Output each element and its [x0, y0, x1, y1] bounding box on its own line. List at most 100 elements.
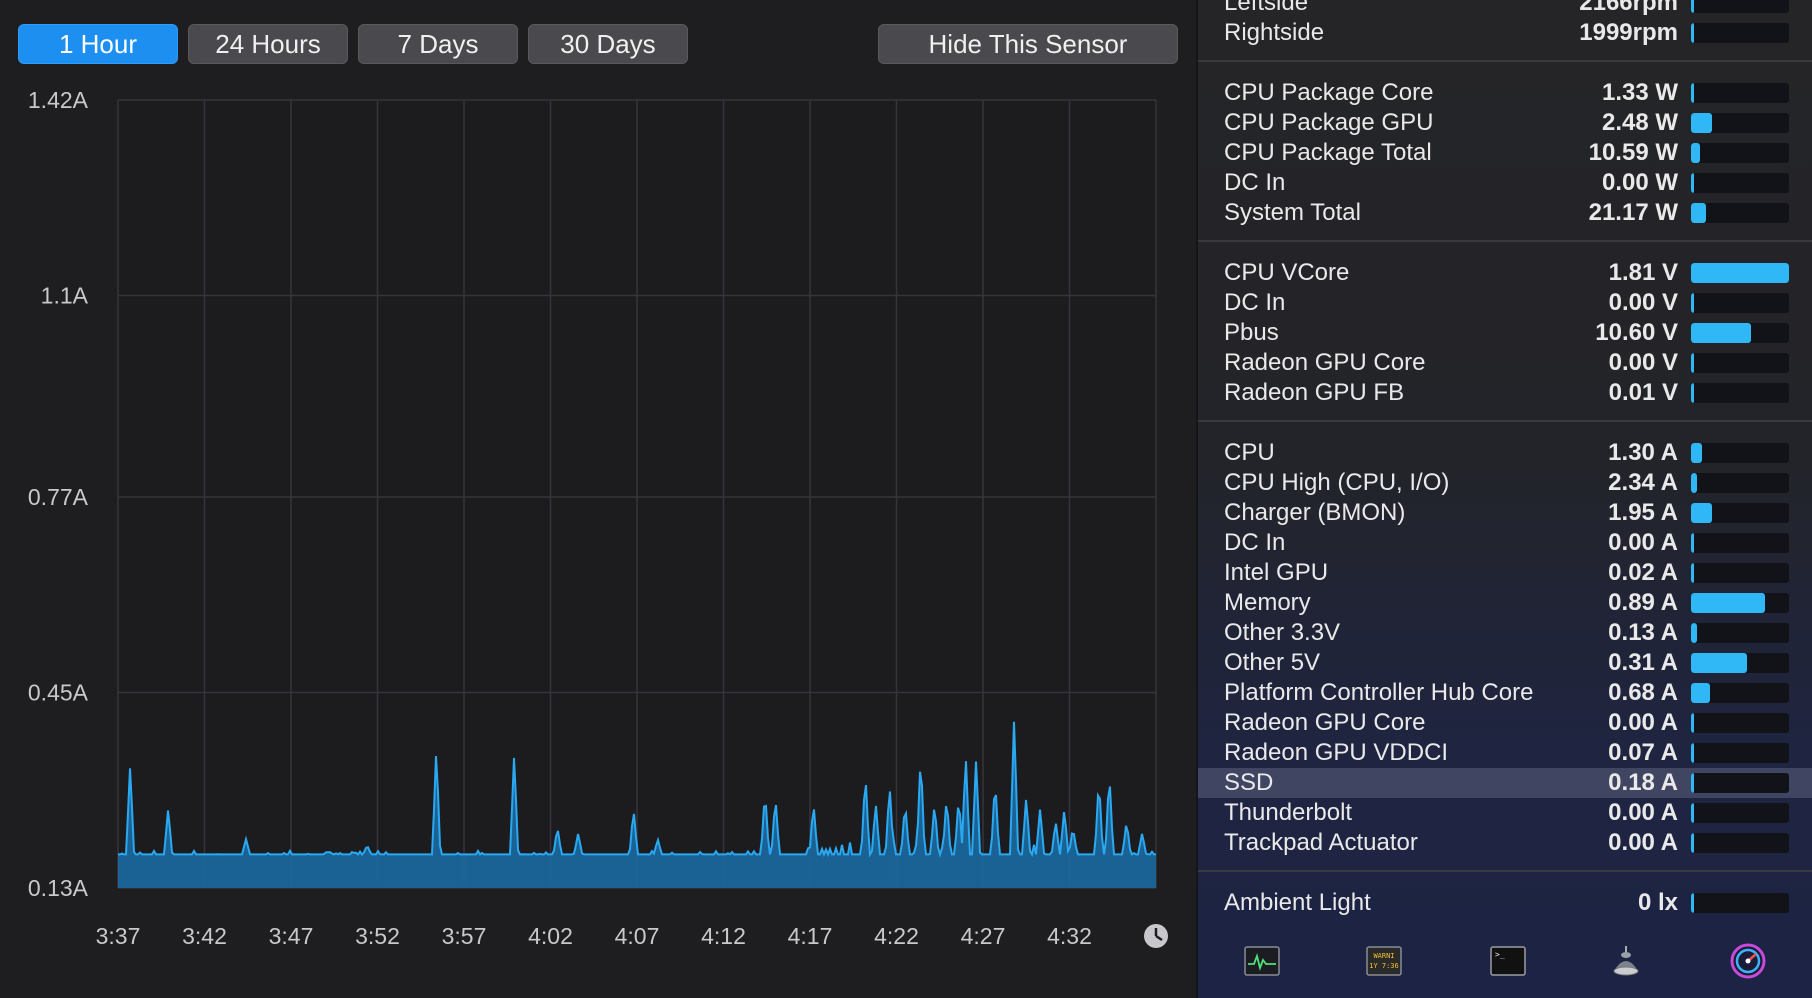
hide-sensor-button[interactable]: Hide This Sensor: [878, 24, 1178, 64]
x-tick-label: 4:07: [615, 923, 660, 949]
sensor-row[interactable]: Rightside 1999rpm: [1198, 18, 1812, 48]
sensor-label: Radeon GPU VDDCI: [1224, 739, 1449, 766]
sensor-label: Trackpad Actuator: [1224, 829, 1418, 856]
sensor-level-fill: [1691, 713, 1694, 733]
group-divider: [1198, 420, 1812, 422]
sensor-level-fill: [1691, 293, 1694, 313]
sensor-level-bar: [1691, 833, 1789, 853]
console-icon[interactable]: WARNI 1Y 7:36: [1364, 944, 1404, 978]
range-7-days-button[interactable]: 7 Days: [358, 24, 518, 64]
sensor-level-fill: [1691, 503, 1712, 523]
sensor-row[interactable]: Other 5V 0.31 A: [1198, 648, 1812, 678]
sensor-row[interactable]: Platform Controller Hub Core 0.68 A: [1198, 678, 1812, 708]
sensor-value: 0 lx: [1637, 889, 1678, 916]
sensor-value: 0.01 V: [1608, 379, 1678, 406]
x-tick-label: 3:42: [182, 923, 227, 949]
sensor-label: CPU Package GPU: [1224, 109, 1434, 136]
range-24-hours-button[interactable]: 24 Hours: [188, 24, 348, 64]
sensor-row[interactable]: Pbus 10.60 V: [1198, 318, 1812, 348]
sensor-row[interactable]: Intel GPU 0.02 A: [1198, 558, 1812, 588]
sensor-level-bar: [1691, 503, 1789, 523]
y-tick-label: 0.77A: [28, 484, 89, 510]
sensor-row[interactable]: CPU VCore 1.81 V: [1198, 258, 1812, 288]
sensor-row[interactable]: CPU High (CPU, I/O) 2.34 A: [1198, 468, 1812, 498]
sensor-value: 2.48 W: [1601, 109, 1678, 136]
sensor-row[interactable]: Charger (BMON) 1.95 A: [1198, 498, 1812, 528]
clock-icon[interactable]: [1144, 924, 1168, 948]
sensor-row[interactable]: Trackpad Actuator 0.00 A: [1198, 828, 1812, 858]
sensor-label: Leftside: [1224, 0, 1309, 16]
x-tick-label: 4:02: [528, 923, 573, 949]
y-tick-label: 1.1A: [41, 282, 89, 308]
group-divider: [1198, 60, 1812, 62]
sensor-row[interactable]: Thunderbolt 0.00 A: [1198, 798, 1812, 828]
sensor-row[interactable]: Ambient Light 0 lx: [1198, 888, 1812, 918]
activity-monitor-icon[interactable]: [1242, 944, 1282, 978]
sensor-row[interactable]: Memory 0.89 A: [1198, 588, 1812, 618]
sensor-label: Other 5V: [1224, 649, 1321, 676]
sensor-label: DC In: [1224, 289, 1286, 316]
sensor-label: Intel GPU: [1224, 559, 1329, 586]
group-divider: [1198, 240, 1812, 242]
sensor-row[interactable]: DC In 0.00 V: [1198, 288, 1812, 318]
sensor-label: Other 3.3V: [1224, 619, 1341, 646]
sensor-value: 0.00 A: [1608, 529, 1678, 556]
sensor-level-bar: [1691, 713, 1789, 733]
sensor-row[interactable]: Radeon GPU Core 0.00 A: [1198, 708, 1812, 738]
sensor-row[interactable]: Radeon GPU FB 0.01 V: [1198, 378, 1812, 408]
sensor-row[interactable]: CPU Package GPU 2.48 W: [1198, 108, 1812, 138]
sensor-level-bar: [1691, 623, 1789, 643]
sensor-row[interactable]: Radeon GPU VDDCI 0.07 A: [1198, 738, 1812, 768]
sensor-label: DC In: [1224, 169, 1286, 196]
x-tick-label: 3:37: [96, 923, 141, 949]
sensor-label: Radeon GPU Core: [1224, 709, 1426, 736]
sensor-row[interactable]: System Total 21.17 W: [1198, 198, 1812, 228]
sensor-level-bar: [1691, 263, 1789, 283]
sensor-row[interactable]: DC In 0.00 A: [1198, 528, 1812, 558]
sensor-label: Pbus: [1224, 319, 1279, 346]
sensor-value: 0.02 A: [1608, 559, 1678, 586]
sensor-label: CPU: [1224, 439, 1275, 466]
sensor-row[interactable]: Radeon GPU Core 0.00 V: [1198, 348, 1812, 378]
sensor-value: 21.17 W: [1588, 199, 1678, 226]
sensor-value: 0.00 A: [1608, 709, 1678, 736]
sensor-value: 0.00 W: [1601, 169, 1678, 196]
sensor-row[interactable]: CPU Package Total 10.59 W: [1198, 138, 1812, 168]
terminal-icon[interactable]: >_: [1488, 944, 1528, 978]
disk-utility-icon[interactable]: [1606, 944, 1646, 978]
x-tick-label: 3:57: [442, 923, 487, 949]
sensor-level-fill: [1691, 683, 1710, 703]
sensor-level-bar: [1691, 593, 1789, 613]
sensor-label: Radeon GPU FB: [1224, 379, 1405, 406]
sensor-level-bar: [1691, 893, 1789, 913]
x-tick-label: 4:12: [701, 923, 746, 949]
sensor-value: 2.34 A: [1608, 469, 1678, 496]
x-tick-label: 4:27: [961, 923, 1006, 949]
sensor-row[interactable]: Leftside 2166rpm: [1198, 0, 1812, 18]
istat-icon[interactable]: [1728, 943, 1768, 979]
sensor-row[interactable]: Other 3.3V 0.13 A: [1198, 618, 1812, 648]
sensor-level-fill: [1691, 443, 1702, 463]
sensor-label: Rightside: [1224, 19, 1325, 46]
sensor-level-fill: [1691, 323, 1751, 343]
range-30-days-button[interactable]: 30 Days: [528, 24, 688, 64]
sensor-level-bar: [1691, 353, 1789, 373]
sensor-level-bar: [1691, 773, 1789, 793]
sensor-row[interactable]: CPU Package Core 1.33 W: [1198, 78, 1812, 108]
sensor-value: 0.00 A: [1608, 829, 1678, 856]
range-1-hour-button[interactable]: 1 Hour: [18, 24, 178, 64]
sensor-row[interactable]: CPU 1.30 A: [1198, 438, 1812, 468]
sensor-level-bar: [1691, 533, 1789, 553]
sensor-level-fill: [1691, 0, 1694, 13]
sensor-row[interactable]: DC In 0.00 W: [1198, 168, 1812, 198]
sensor-label: Platform Controller Hub Core: [1224, 679, 1534, 706]
x-tick-label: 4:17: [788, 923, 833, 949]
series-line: [118, 721, 1156, 858]
sensor-level-bar: [1691, 743, 1789, 763]
sensor-value: 1.33 W: [1601, 79, 1678, 106]
sensor-value: 0.13 A: [1608, 619, 1678, 646]
sensor-level-bar: [1691, 443, 1789, 463]
sensor-label: CPU VCore: [1224, 259, 1350, 286]
sensor-level-fill: [1691, 773, 1694, 793]
sensor-row[interactable]: SSD 0.18 A: [1198, 768, 1812, 798]
